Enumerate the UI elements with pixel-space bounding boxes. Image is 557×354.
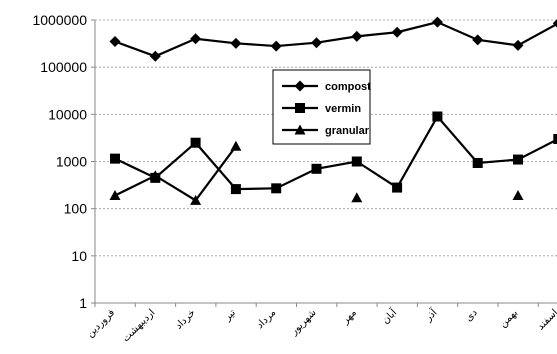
data-point-square	[271, 183, 282, 194]
series-line-compost	[114, 20, 557, 58]
data-point-diamond	[431, 16, 443, 28]
x-tick-label: مهر	[339, 307, 358, 326]
data-point-square	[553, 133, 557, 144]
data-point-diamond	[472, 34, 484, 46]
data-point-diamond	[512, 39, 524, 51]
data-point-diamond	[190, 33, 202, 45]
x-tick-label: تیر	[222, 307, 239, 324]
data-point-square	[110, 153, 120, 164]
data-point-square	[295, 103, 305, 113]
legend-label-compost: compost	[325, 81, 371, 93]
y-tick-label: 10000	[48, 106, 87, 122]
data-point-diamond	[270, 40, 282, 52]
x-tick-label: آذر	[421, 305, 440, 324]
data-point-triangle	[109, 190, 121, 201]
data-point-triangle	[512, 190, 524, 201]
x-tick-label: آبان	[379, 305, 400, 326]
y-tick-label: 100	[64, 201, 88, 217]
y-tick-label: 1	[79, 295, 87, 311]
data-point-square	[230, 184, 241, 195]
series-group	[109, 16, 557, 205]
x-tick-label: فروردین	[85, 307, 118, 340]
series-compost	[109, 16, 557, 62]
y-tick-labels: 1 10 100 1000 10000 100000 1000000	[32, 12, 87, 311]
data-point-triangle	[294, 124, 306, 135]
x-tick-label: بهمن	[498, 307, 520, 329]
data-point-triangle	[190, 194, 202, 205]
series-granular	[109, 140, 524, 205]
series-vermin	[110, 111, 557, 195]
y-tick-label: 100000	[40, 59, 87, 75]
data-point-diamond	[311, 37, 322, 49]
data-point-triangle	[230, 140, 242, 151]
data-point-triangle	[351, 192, 363, 203]
data-point-diamond	[230, 37, 242, 49]
data-point-diamond	[351, 30, 363, 42]
y-tick-label: 1000000	[32, 12, 87, 28]
data-point-diamond	[294, 80, 306, 92]
x-tick-label: شهریور	[288, 307, 319, 338]
x-tick-label: مرداد	[255, 307, 279, 331]
data-point-square	[311, 163, 322, 174]
data-point-diamond	[149, 50, 161, 62]
data-point-diamond	[552, 19, 557, 28]
data-point-diamond	[109, 36, 121, 48]
legend-label-vermin: vermin	[325, 103, 361, 115]
x-tick-labels: فروردین اردیبهشت خرداد تیر مرداد شهریور مهر آبا…	[85, 305, 557, 344]
data-point-square	[432, 111, 443, 122]
x-tick-label: اردیبهشت	[120, 307, 157, 344]
data-point-diamond	[391, 26, 403, 38]
data-point-square	[513, 154, 523, 165]
legend-label-granular: granular	[325, 125, 370, 137]
x-tick-label: دی	[463, 307, 479, 323]
data-point-square	[190, 137, 201, 148]
series-line-vermin	[114, 114, 557, 191]
y-tick-label: 1000	[56, 154, 87, 170]
data-point-square	[351, 156, 362, 167]
axes	[94, 20, 557, 304]
x-ticks	[94, 303, 539, 307]
series-line-granular	[114, 145, 237, 202]
data-point-square	[392, 182, 403, 193]
legend: compost vermin granular	[272, 69, 371, 145]
data-point-triangle	[149, 170, 161, 181]
data-point-square	[472, 157, 483, 168]
x-tick-label: اسفند	[535, 307, 557, 332]
y-tick-label: 10	[71, 248, 87, 264]
x-tick-label: خرداد	[173, 307, 197, 331]
